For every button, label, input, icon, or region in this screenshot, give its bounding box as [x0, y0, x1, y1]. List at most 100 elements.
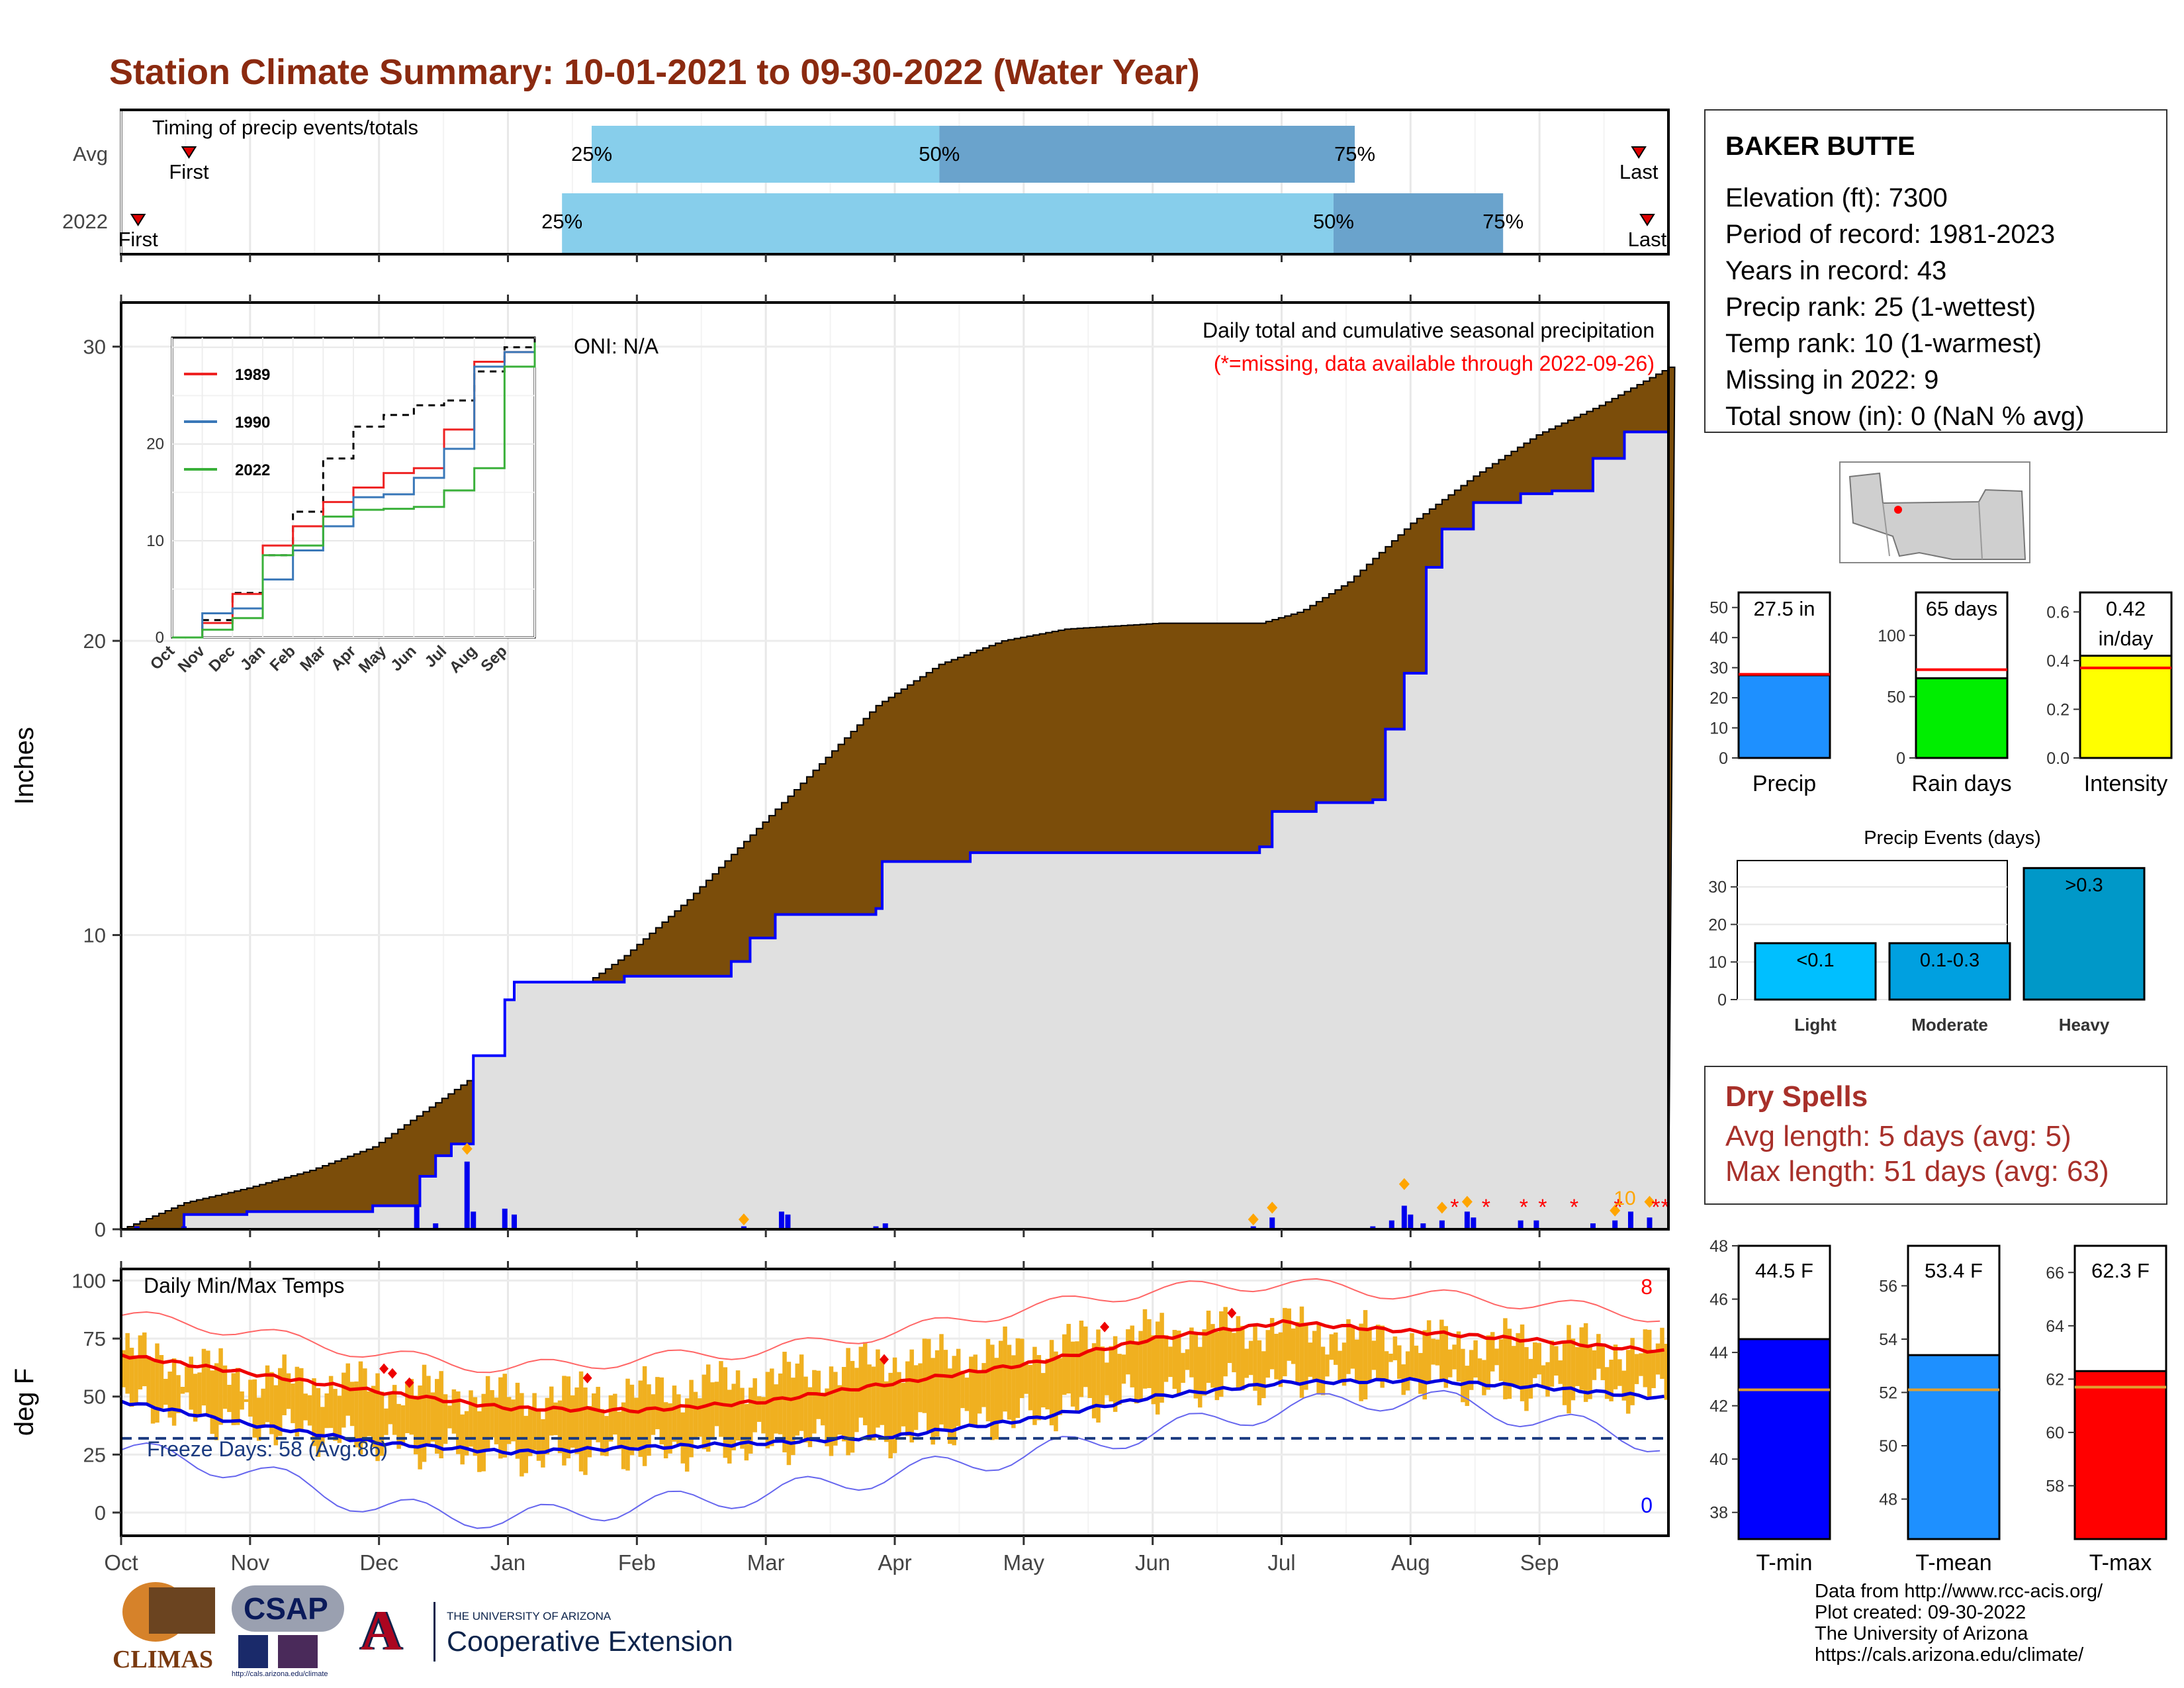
daily-temp-bar — [1189, 1327, 1194, 1378]
logo-divider — [433, 1602, 435, 1662]
month-label: Jun — [1135, 1550, 1170, 1575]
daily-temp-bar — [1388, 1353, 1393, 1362]
info-line: Temp rank: 10 (1-warmest) — [1725, 329, 2042, 358]
inset-legend-label: 1989 — [235, 366, 270, 384]
daily-temp-bar — [1045, 1358, 1050, 1410]
missing-data-marker: * — [1538, 1195, 1547, 1220]
temp-stat-tick-label: 60 — [2046, 1424, 2064, 1442]
daily-temp-bar — [1197, 1346, 1203, 1408]
temp-stat-tick-label: 58 — [2046, 1477, 2064, 1495]
daily-temp-bar — [909, 1349, 914, 1443]
daily-temp-bar — [952, 1356, 956, 1446]
daily-temp-bar — [1062, 1334, 1067, 1395]
y-tick-label: 0 — [95, 1218, 106, 1241]
daily-temp-bar — [613, 1393, 617, 1435]
month-label: Jan — [490, 1550, 525, 1575]
daily-temp-bar — [761, 1397, 766, 1434]
daily-temp-bar — [1291, 1328, 1296, 1364]
record-high-marker-icon — [879, 1354, 889, 1365]
daily-temp-bar — [799, 1354, 804, 1431]
heavy-event-diamond-icon — [461, 1143, 473, 1155]
info-line: Precip rank: 25 (1-wettest) — [1725, 293, 2036, 322]
daily-precip-bar — [1408, 1214, 1414, 1229]
climas-logo[interactable]: CLIMAS — [109, 1582, 215, 1681]
daily-temp-bar — [159, 1355, 164, 1409]
daily-temp-bar — [858, 1346, 864, 1418]
daily-temp-bar — [1617, 1359, 1622, 1386]
csap-logo-text: CSAP — [244, 1591, 328, 1626]
daily-temp-bar — [422, 1364, 427, 1462]
daily-temp-bar — [439, 1371, 443, 1459]
daily-temp-bar — [583, 1387, 588, 1476]
daily-temp-bar — [655, 1377, 660, 1430]
inset-chart: 19891990202201020OctNovDecJanFebMarAprMa… — [146, 336, 536, 677]
university-of-arizona-logo[interactable]: A THE UNIVERSITY OF ARIZONA Cooperative … — [361, 1602, 738, 1668]
daily-precip-bar — [873, 1226, 879, 1229]
daily-temp-bar — [240, 1391, 244, 1410]
daily-temp-bar — [1176, 1331, 1181, 1395]
month-label: May — [1003, 1550, 1045, 1575]
heavy-event-diamond-icon — [1248, 1213, 1259, 1226]
stat-label: Precip — [1752, 771, 1816, 796]
month-label: Nov — [230, 1550, 269, 1575]
stat-label: Rain days — [1911, 771, 2011, 796]
daily-temp-bar — [596, 1387, 600, 1442]
timing-bar-q25-q50 — [562, 193, 1334, 253]
daily-temp-bar — [541, 1419, 545, 1468]
y-tick-label: 20 — [83, 630, 106, 653]
daily-temp-bar — [1028, 1364, 1033, 1411]
daily-temp-bar — [201, 1348, 206, 1406]
heavy-event-diamond-icon — [1398, 1178, 1410, 1190]
daily-temp-bar — [121, 1350, 126, 1387]
daily-temp-bar — [1333, 1332, 1338, 1365]
daily-temp-bar — [1253, 1325, 1257, 1391]
daily-precip-bar — [741, 1226, 747, 1229]
daily-temp-bar — [1304, 1323, 1308, 1390]
daily-temp-bar — [617, 1411, 621, 1450]
daily-temp-bar — [1583, 1323, 1588, 1402]
daily-temp-bar — [295, 1366, 300, 1436]
credit-line: https://cals.arizona.edu/climate/ — [1815, 1644, 2084, 1665]
event-range-label: >0.3 — [2065, 874, 2103, 896]
csap-logo-mark — [238, 1635, 338, 1668]
temp-stat-tick-label: 38 — [1709, 1504, 1728, 1523]
daily-temp-bar — [574, 1387, 579, 1454]
daily-temp-bar — [1456, 1331, 1461, 1382]
daily-temp-bar — [409, 1379, 414, 1435]
daily-temp-bar — [956, 1348, 961, 1427]
daily-temp-bar — [1660, 1327, 1664, 1380]
csap-logo[interactable]: CSAP http://cals.arizona.edu/climate — [232, 1585, 347, 1681]
daily-temp-bar — [1655, 1343, 1661, 1375]
daily-temp-bar — [723, 1367, 728, 1458]
daily-temp-bar — [1600, 1344, 1606, 1380]
station-info-box: BAKER BUTTE Elevation (ft): 7300 Period … — [1704, 109, 2167, 433]
inset-legend-label: 1990 — [235, 414, 270, 432]
climas-logo-mark — [149, 1587, 215, 1634]
first-event-marker-icon — [181, 146, 197, 159]
daily-temp-bar — [1287, 1308, 1292, 1361]
daily-temp-bar — [286, 1373, 291, 1409]
daily-temp-bar — [1015, 1338, 1021, 1419]
stat-value-label: 0.42 — [2106, 597, 2146, 620]
info-line: Missing in 2022: 9 — [1725, 365, 1939, 395]
daily-temp-bar — [1350, 1325, 1355, 1369]
stat-tick-label: 20 — [1709, 689, 1728, 708]
daily-precip-bar — [1250, 1226, 1256, 1229]
record-high-count: 8 — [1641, 1275, 1653, 1299]
daily-temp-bar — [668, 1403, 672, 1454]
last-event-label: Last — [1619, 160, 1659, 183]
daily-temp-bar — [964, 1378, 970, 1411]
daily-temp-bar — [990, 1344, 995, 1440]
daily-precip-bar — [1590, 1223, 1596, 1229]
daily-temp-bar — [1452, 1344, 1457, 1370]
stat-value-label: 27.5 in — [1753, 597, 1815, 620]
daily-temp-bar — [1533, 1342, 1537, 1378]
daily-temp-bar — [1511, 1346, 1516, 1387]
daily-temp-bar — [1376, 1325, 1381, 1378]
daily-temp-bar — [702, 1374, 707, 1450]
daily-temp-bar — [862, 1342, 868, 1426]
daily-temp-bar — [206, 1350, 210, 1414]
daily-temp-bar — [998, 1340, 1003, 1422]
daily-temp-bar — [443, 1394, 448, 1444]
